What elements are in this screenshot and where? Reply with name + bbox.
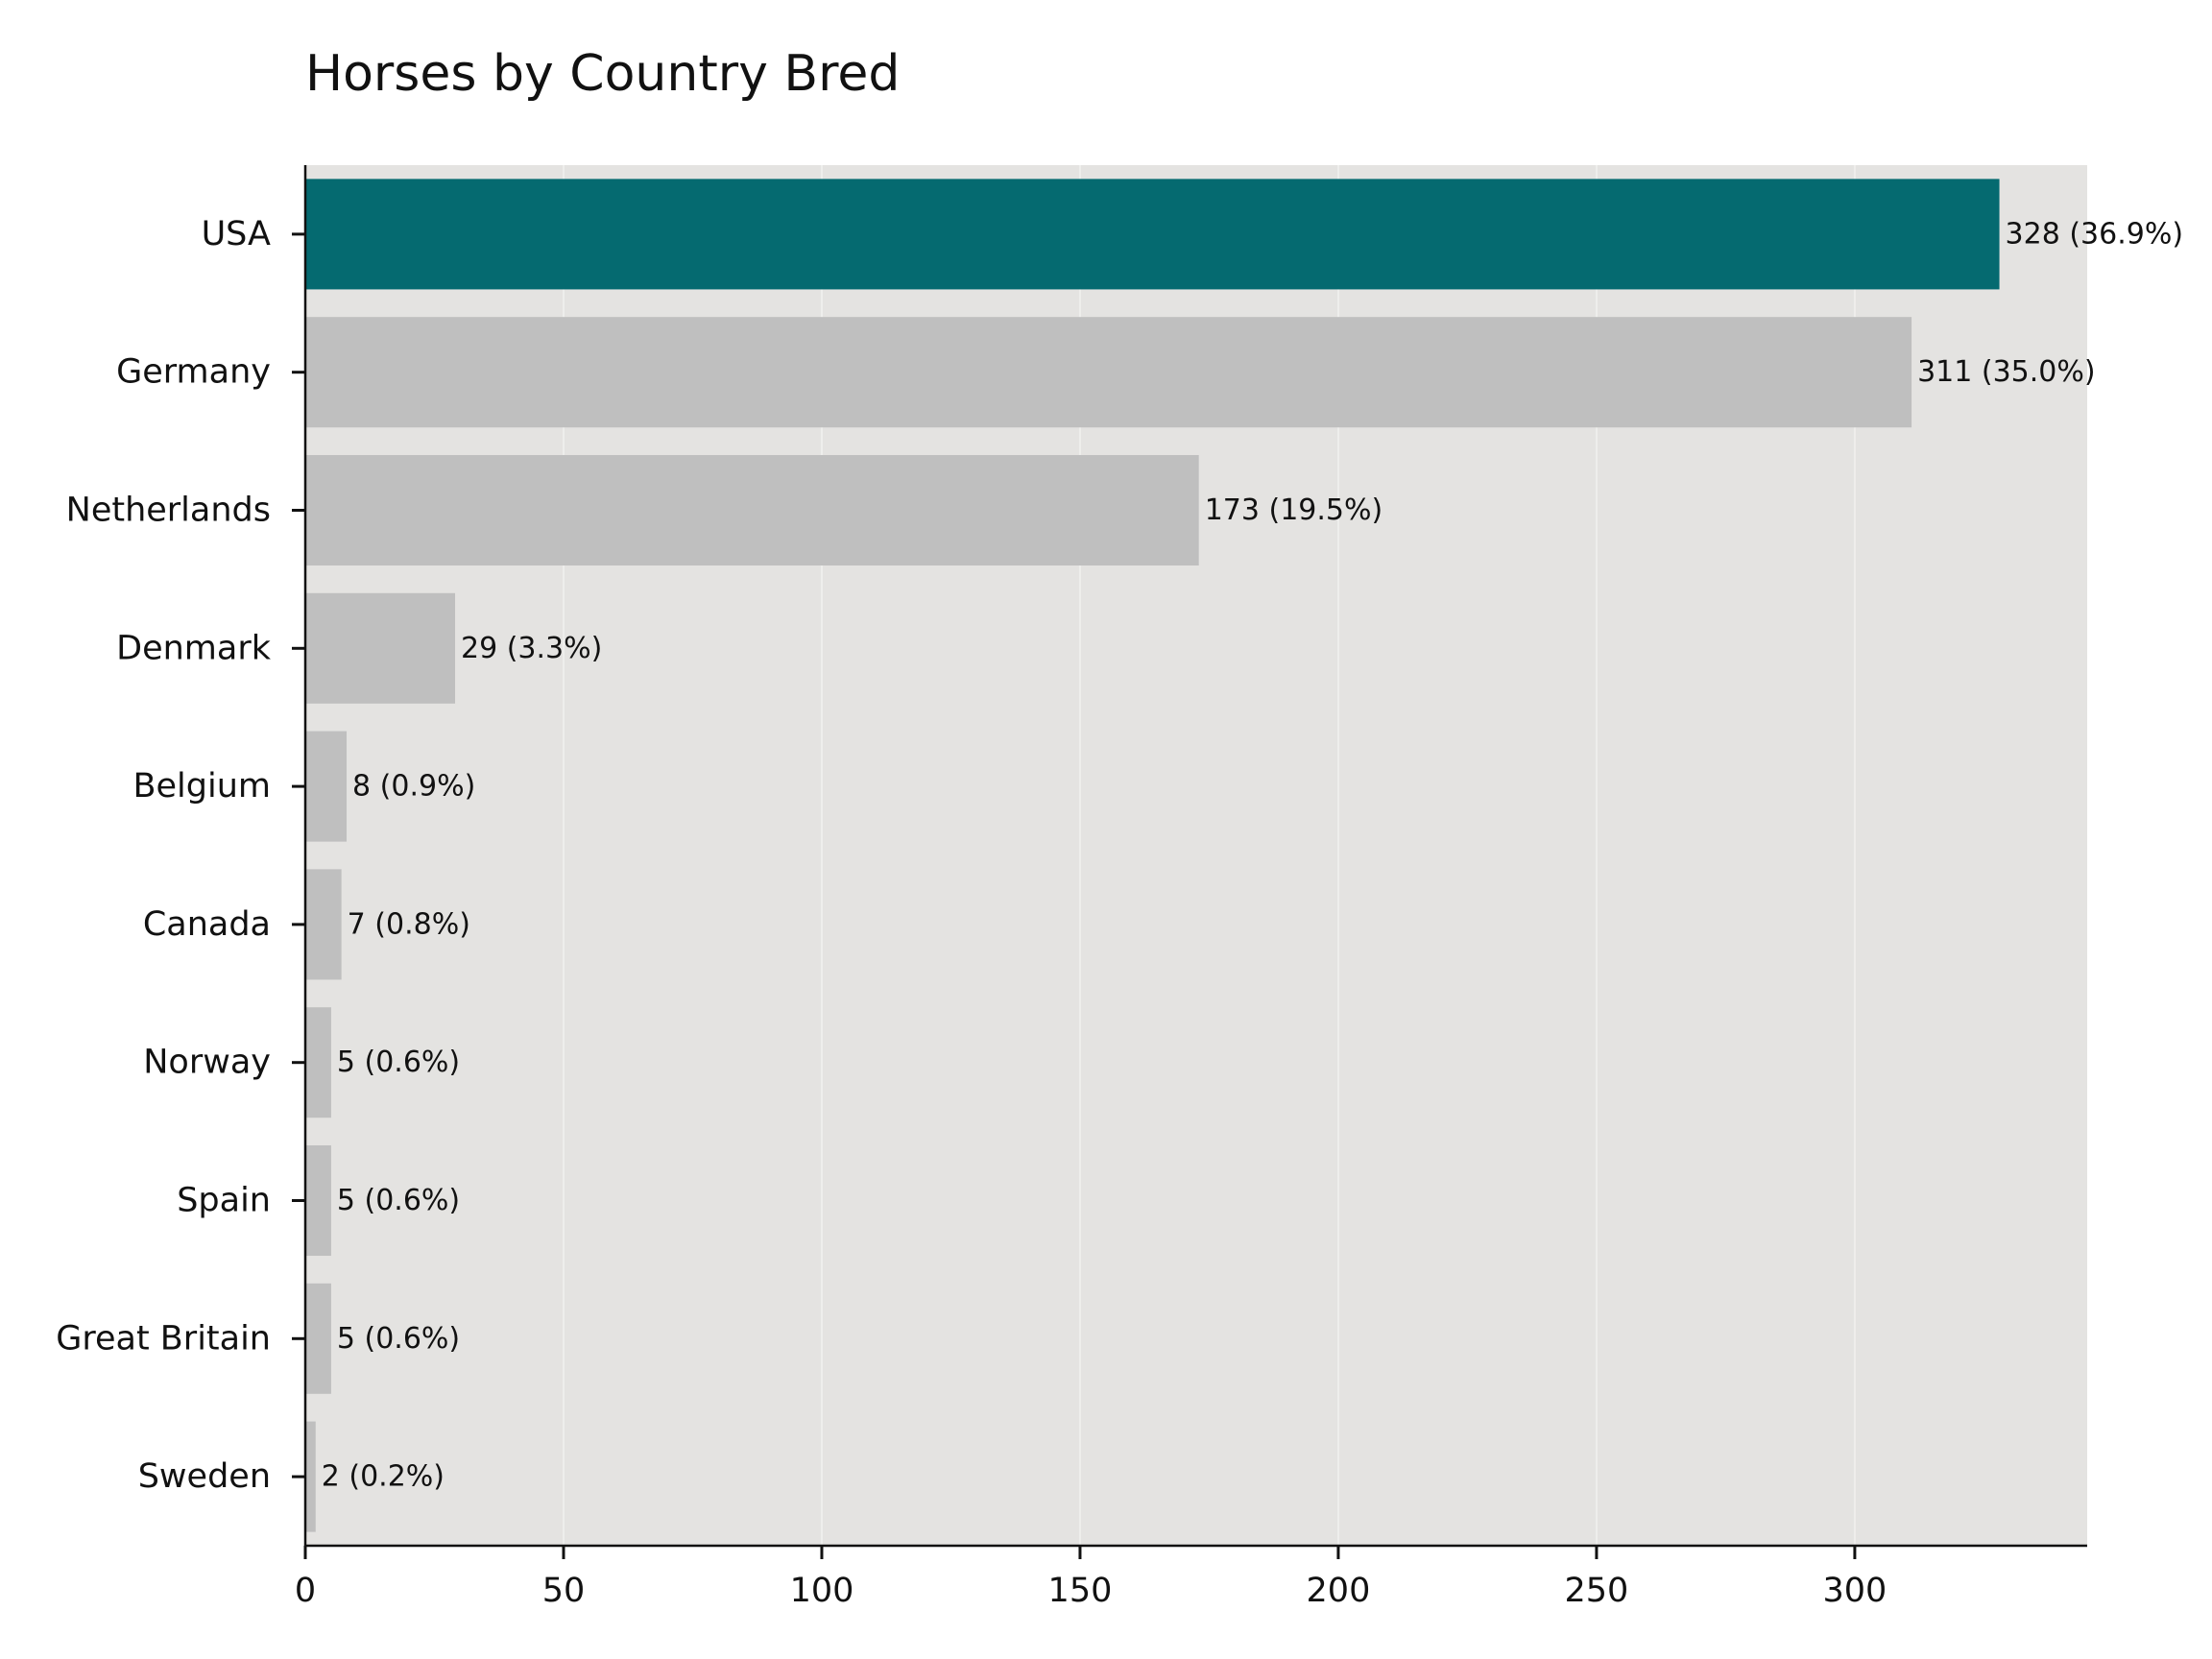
data-label: 8 (0.9%) <box>352 770 475 804</box>
y-axis: USA Germany Netherlands Denmark Belgium Canad… <box>56 165 307 1546</box>
x-tick-label: 50 <box>542 1572 586 1610</box>
data-label: 2 (0.2%) <box>322 1460 445 1494</box>
category-label: Germany <box>116 353 271 392</box>
x-tick-label: 0 <box>295 1572 316 1610</box>
data-label: 5 (0.6%) <box>337 1184 460 1217</box>
x-tick-label: 100 <box>790 1572 854 1610</box>
category-label: Sweden <box>138 1457 271 1496</box>
bar-great-britain <box>305 1283 331 1394</box>
data-label: 29 (3.3%) <box>461 632 602 665</box>
bar-denmark <box>305 592 456 704</box>
data-label: 311 (35.0%) <box>1917 355 2096 389</box>
data-label: 173 (19.5%) <box>1205 493 1383 527</box>
bars <box>305 179 2000 1532</box>
x-tick-label: 250 <box>1565 1572 1629 1610</box>
bar-germany <box>305 317 1912 428</box>
x-axis: 0 50 100 150 200 250 300 <box>295 1544 2087 1610</box>
bar-sweden <box>305 1421 316 1532</box>
bar-canada <box>305 869 342 980</box>
data-label: 5 (0.6%) <box>337 1322 460 1356</box>
bar-norway <box>305 1007 331 1118</box>
bar-usa <box>305 179 2000 290</box>
category-label: USA <box>202 215 271 253</box>
data-label: 5 (0.6%) <box>337 1046 460 1079</box>
category-label: Belgium <box>133 767 272 805</box>
category-label: Denmark <box>116 629 272 667</box>
category-label: Spain <box>177 1182 271 1220</box>
category-label: Great Britain <box>56 1319 271 1358</box>
bar-belgium <box>305 731 348 842</box>
category-label: Norway <box>143 1044 271 1082</box>
data-label: 7 (0.8%) <box>348 907 470 941</box>
chart-title: Horses by Country Bred <box>305 45 900 103</box>
x-tick-label: 200 <box>1307 1572 1371 1610</box>
category-label: Canada <box>143 905 271 944</box>
bar-spain <box>305 1144 331 1257</box>
category-label: Netherlands <box>66 492 271 530</box>
x-tick-label: 300 <box>1823 1572 1887 1610</box>
x-tick-label: 150 <box>1048 1572 1113 1610</box>
bar-netherlands <box>305 454 1199 566</box>
data-label: 328 (36.9%) <box>2006 217 2184 251</box>
data-labels: 328 (36.9%) 311 (35.0%) 173 (19.5%) 29 (3.3… <box>322 217 2183 1493</box>
